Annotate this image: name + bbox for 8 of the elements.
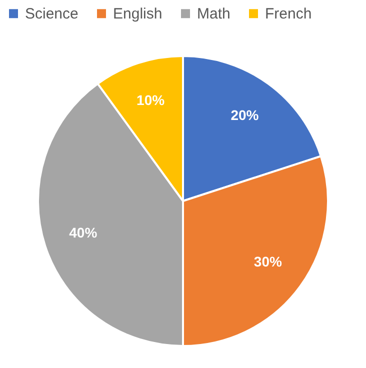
data-label: 40%: [69, 224, 98, 240]
legend-label: English: [113, 6, 162, 23]
data-label: 30%: [254, 254, 283, 270]
legend-label: Math: [197, 6, 230, 23]
data-label: 10%: [136, 92, 166, 108]
data-label: 20%: [230, 107, 260, 124]
legend-label: French: [265, 6, 312, 23]
legend-label: Science: [25, 6, 78, 23]
